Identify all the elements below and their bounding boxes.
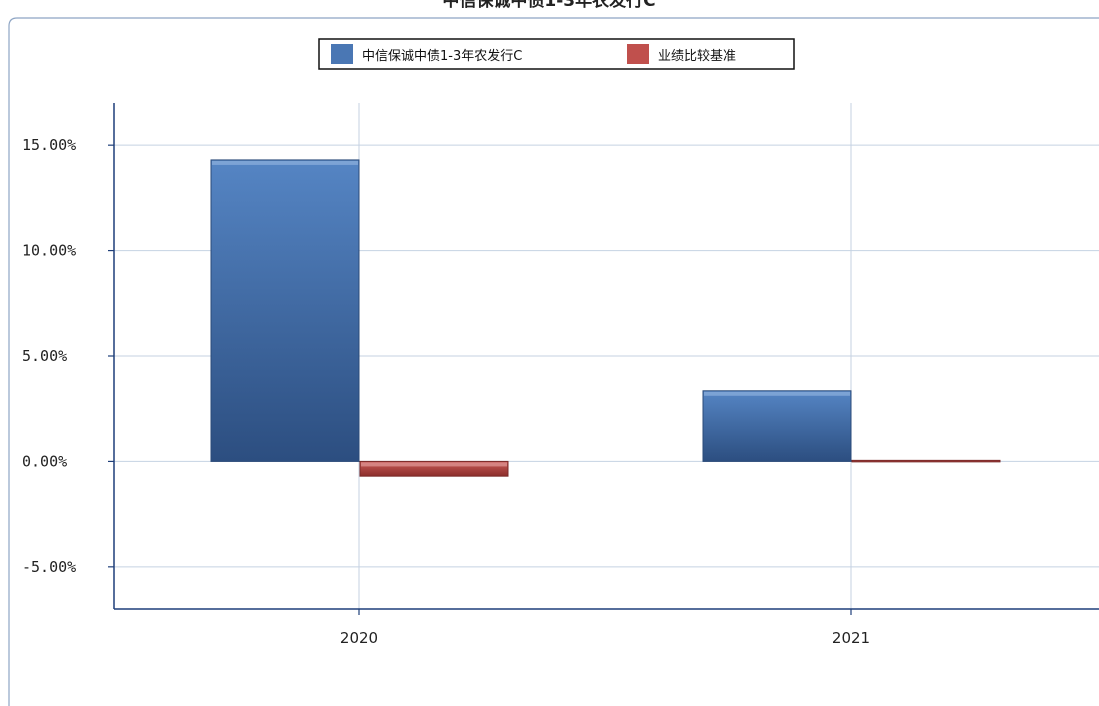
- legend-swatch-benchmark: [627, 44, 649, 64]
- axis-layer: [108, 103, 1099, 615]
- legend-box: [318, 38, 795, 70]
- bar-fund-2021: [702, 390, 852, 462]
- legend-label-benchmark: 业绩比较基准: [658, 49, 736, 64]
- outer-frame: [8, 17, 1099, 706]
- x-tick-label: 2021: [832, 629, 870, 647]
- label-layer: -5.00% 0.00% 5.00% 10.00% 15.00% 2020 2021: [22, 136, 870, 647]
- bar-highlight: [704, 391, 850, 396]
- bar-highlight: [212, 160, 358, 165]
- chart-title: 中信保诚中债1-3年农发行C: [442, 0, 655, 11]
- y-tick-label: -5.00%: [22, 558, 76, 576]
- bar-benchmark-2021: [851, 459, 1001, 463]
- legend: 中信保诚中债1-3年农发行C 业绩比较基准: [318, 38, 795, 70]
- y-tick-label: 0.00%: [22, 452, 67, 470]
- legend-swatch-fund: [331, 44, 353, 64]
- y-tick-label: 5.00%: [22, 347, 67, 365]
- y-tick-label: 10.00%: [22, 242, 76, 260]
- y-tick-label: 15.00%: [22, 136, 76, 154]
- bar-highlight: [361, 462, 507, 467]
- bar-fund-2020: [210, 159, 360, 462]
- x-tick-label: 2020: [340, 629, 378, 647]
- legend-label-fund: 中信保诚中债1-3年农发行C: [362, 48, 522, 64]
- bar-layer: [210, 159, 1001, 477]
